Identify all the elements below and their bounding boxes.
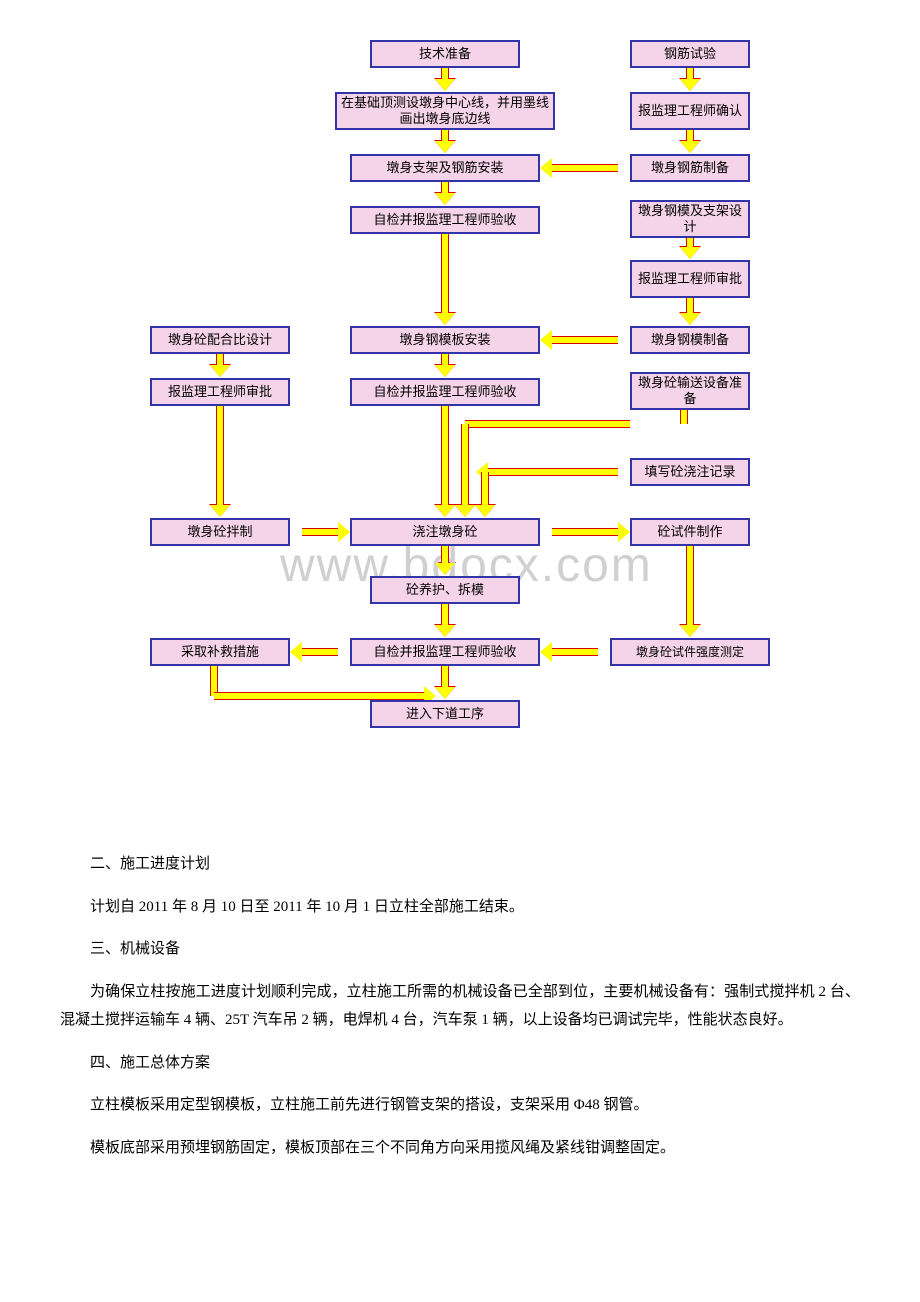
node-formwork-prep: 墩身钢模制备 bbox=[630, 326, 750, 354]
node-self-check-2: 自检并报监理工程师验收 bbox=[350, 378, 540, 406]
node-supervisor-approve-2: 报监理工程师审批 bbox=[150, 378, 290, 406]
node-strength-test: 墩身砼试件强度测定 bbox=[610, 638, 770, 666]
node-concrete-mix: 墩身砼拌制 bbox=[150, 518, 290, 546]
node-foundation-survey: 在基础顶测设墩身中心线，并用墨线画出墩身底边线 bbox=[335, 92, 555, 130]
node-self-check-3: 自检并报监理工程师验收 bbox=[350, 638, 540, 666]
para-equipment: 为确保立柱按施工进度计划顺利完成，立柱施工所需的机械设备已全部到位，主要机械设备… bbox=[60, 978, 860, 1035]
node-formwork-design: 墩身钢模及支架设计 bbox=[630, 200, 750, 238]
heading-3: 三、机械设备 bbox=[60, 935, 860, 964]
node-remedial: 采取补救措施 bbox=[150, 638, 290, 666]
node-self-check-1: 自检并报监理工程师验收 bbox=[350, 206, 540, 234]
node-cure-demold: 砼养护、拆模 bbox=[370, 576, 520, 604]
node-next-process: 进入下道工序 bbox=[370, 700, 520, 728]
heading-4: 四、施工总体方案 bbox=[60, 1049, 860, 1078]
node-supervisor-confirm: 报监理工程师确认 bbox=[630, 92, 750, 130]
node-supervisor-approve-1: 报监理工程师审批 bbox=[630, 260, 750, 298]
construction-flowchart: 技术准备 钢筋试验 在基础顶测设墩身中心线，并用墨线画出墩身底边线 报监理工程师… bbox=[120, 40, 800, 820]
node-pour-concrete: 浇注墩身砼 bbox=[350, 518, 540, 546]
node-rebar-prep: 墩身钢筋制备 bbox=[630, 154, 750, 182]
node-formwork-install: 墩身钢模板安装 bbox=[350, 326, 540, 354]
para-schedule: 计划自 2011 年 8 月 10 日至 2011 年 10 月 1 日立柱全部… bbox=[60, 893, 860, 922]
node-rebar-test: 钢筋试验 bbox=[630, 40, 750, 68]
node-mix-design: 墩身砼配合比设计 bbox=[150, 326, 290, 354]
node-specimen: 砼试件制作 bbox=[630, 518, 750, 546]
node-support-rebar-install: 墩身支架及钢筋安装 bbox=[350, 154, 540, 182]
node-pour-record: 填写砼浇注记录 bbox=[630, 458, 750, 486]
heading-2: 二、施工进度计划 bbox=[60, 850, 860, 879]
node-tech-prep: 技术准备 bbox=[370, 40, 520, 68]
para-plan-a: 立柱模板采用定型钢模板，立柱施工前先进行钢管支架的搭设，支架采用 Φ48 钢管。 bbox=[60, 1091, 860, 1120]
node-transport-prep: 墩身砼输送设备准备 bbox=[630, 372, 750, 410]
document-body: 二、施工进度计划 计划自 2011 年 8 月 10 日至 2011 年 10 … bbox=[60, 850, 860, 1162]
para-plan-b: 模板底部采用预埋钢筋固定，模板顶部在三个不同角方向采用揽风绳及紧线钳调整固定。 bbox=[60, 1134, 860, 1163]
